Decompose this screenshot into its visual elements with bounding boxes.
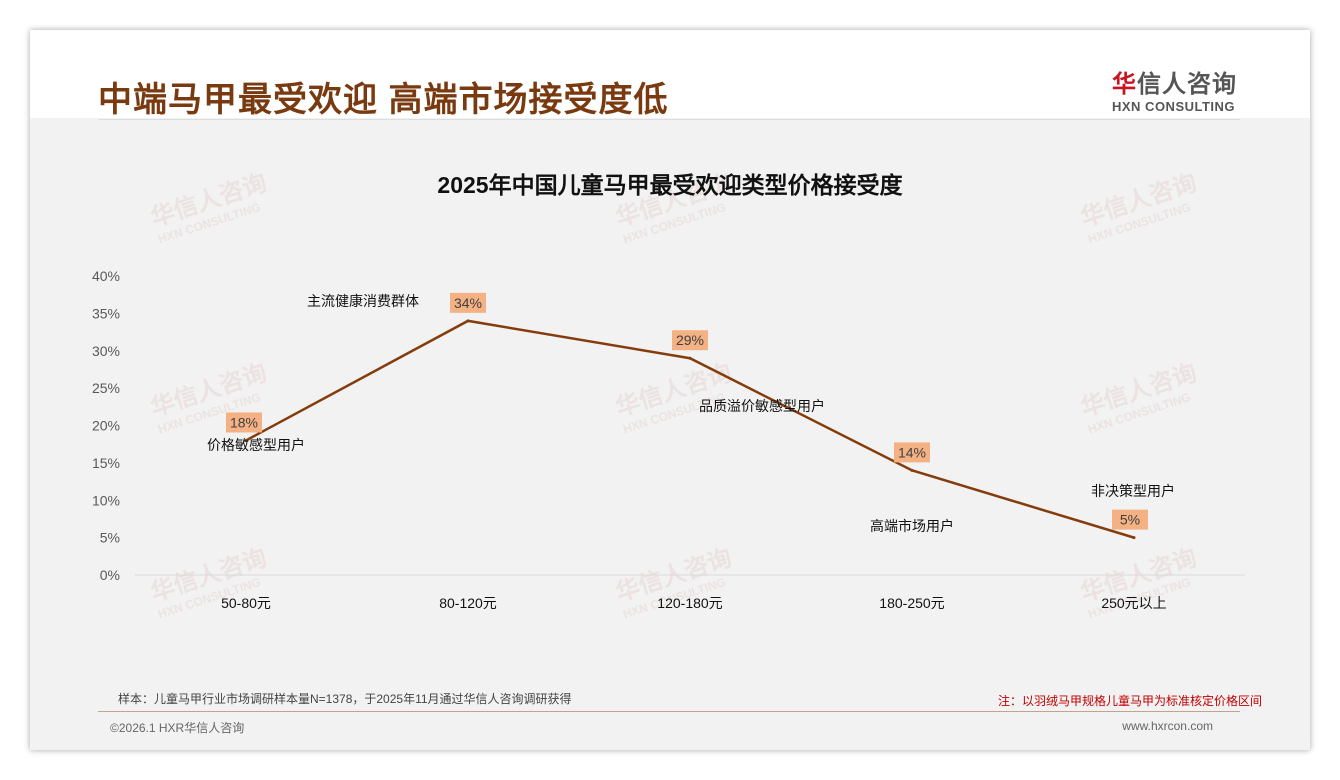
data-point [910,468,914,472]
logo: 华信人咨询 HXN CONSULTING [1112,64,1237,114]
logo-mark: 华 [1112,71,1137,98]
y-tick-label: 5% [100,530,120,546]
y-tick-label: 20% [92,418,120,434]
annotation: 非决策型用户 [1091,483,1175,499]
x-tick-label: 120-180元 [657,595,722,611]
x-tick-label: 180-250元 [879,595,944,611]
data-point [466,319,470,323]
website-link[interactable]: www.hxrcon.com [1122,719,1213,733]
data-label-bg [1112,509,1148,530]
annotation: 高端市场用户 [870,518,954,534]
copyright: ©2026.1 HXR华信人咨询 [110,721,245,735]
data-label-bg [450,292,486,313]
source-note: 样本：儿童马甲行业市场调研样本量N=1378，于2025年11月通过华信人咨询调… [118,692,572,706]
line-chart: 0% 5% 10% 15% 20% 25% 30% 35% 40% 50-80元 80-120元 12… [92,268,1245,611]
y-tick-label: 0% [100,567,120,583]
annotation: 主流健康消费群体 [307,293,419,309]
annotation: 品质溢价敏感型用户 [699,398,825,414]
logo-text: 信人咨询 [1137,71,1237,98]
series-line [245,319,1135,539]
y-tick-label: 35% [92,305,120,321]
data-point [244,438,248,442]
y-tick-label: 25% [92,380,120,396]
y-tick-label: 15% [92,455,120,471]
y-tick-label: 40% [92,268,120,284]
data-label: 29% [676,332,704,348]
data-label: 18% [230,414,258,430]
annotation: 价格敏感型用户 [207,437,305,453]
data-label-bg [672,330,708,351]
data-label: 14% [898,444,926,460]
footnote: 注：以羽绒马甲规格儿童马甲为标准核定价格区间 [997,694,1262,708]
divider [98,119,1240,120]
logo-en: HXN CONSULTING [1112,99,1236,114]
footer-divider [98,711,1240,712]
slide: 中端马甲最受欢迎 高端市场接受度低 华信人咨询 HXN CONSULTING 华… [30,30,1310,750]
x-tick-label: 80-120元 [439,595,497,611]
data-point [1132,536,1136,540]
data-label: 34% [454,295,482,311]
data-label-bg [894,442,930,463]
data-label: 5% [1120,512,1140,528]
data-point [688,356,692,360]
y-tick-label: 10% [92,492,120,508]
chart-title: 2025年中国儿童马甲最受欢迎类型价格接受度 [437,172,903,198]
page-title: 中端马甲最受欢迎 高端市场接受度低 [98,81,669,119]
data-label-bg [226,412,262,433]
y-tick-label: 30% [92,343,120,359]
header: 中端马甲最受欢迎 高端市场接受度低 华信人咨询 HXN CONSULTING [30,30,1310,119]
x-tick-label: 50-80元 [221,595,271,611]
x-tick-label: 250元以上 [1101,595,1166,611]
